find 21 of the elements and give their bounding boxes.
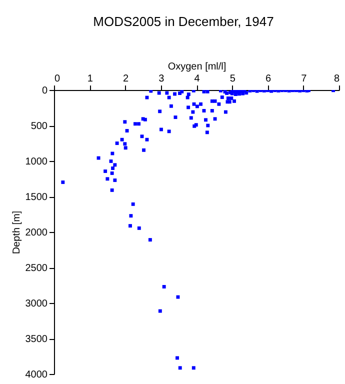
y-tick-label: 1500 — [25, 192, 48, 203]
chart-title: MODS2005 in December, 1947 — [93, 14, 274, 29]
y-axis-title: Depth [m] — [11, 210, 22, 254]
x-tick-label: 7 — [301, 74, 308, 84]
x-tick-label: 8 — [334, 74, 340, 84]
y-tick-label: 4000 — [25, 370, 48, 380]
y-tick-label: 2000 — [25, 228, 48, 238]
x-tick-label: 5 — [230, 74, 236, 84]
x-tick-label: 4 — [194, 74, 200, 84]
y-tick-label: 2500 — [25, 263, 48, 274]
y-tick-label: 0 — [42, 86, 48, 96]
x-tick-label: 6 — [265, 74, 272, 84]
x-tick-label: 2 — [122, 74, 129, 84]
x-tick-label: 0 — [54, 74, 60, 84]
y-tick-label: 1000 — [25, 156, 48, 168]
y-tick-label: 3500 — [25, 334, 48, 345]
x-axis-title: Oxygen [ml/l] — [168, 62, 226, 72]
x-tick-label: 1 — [87, 74, 94, 84]
y-tick-label: 500 — [30, 121, 48, 132]
x-tick-label: 3 — [158, 74, 165, 84]
y-tick-label: 3000 — [25, 298, 48, 310]
